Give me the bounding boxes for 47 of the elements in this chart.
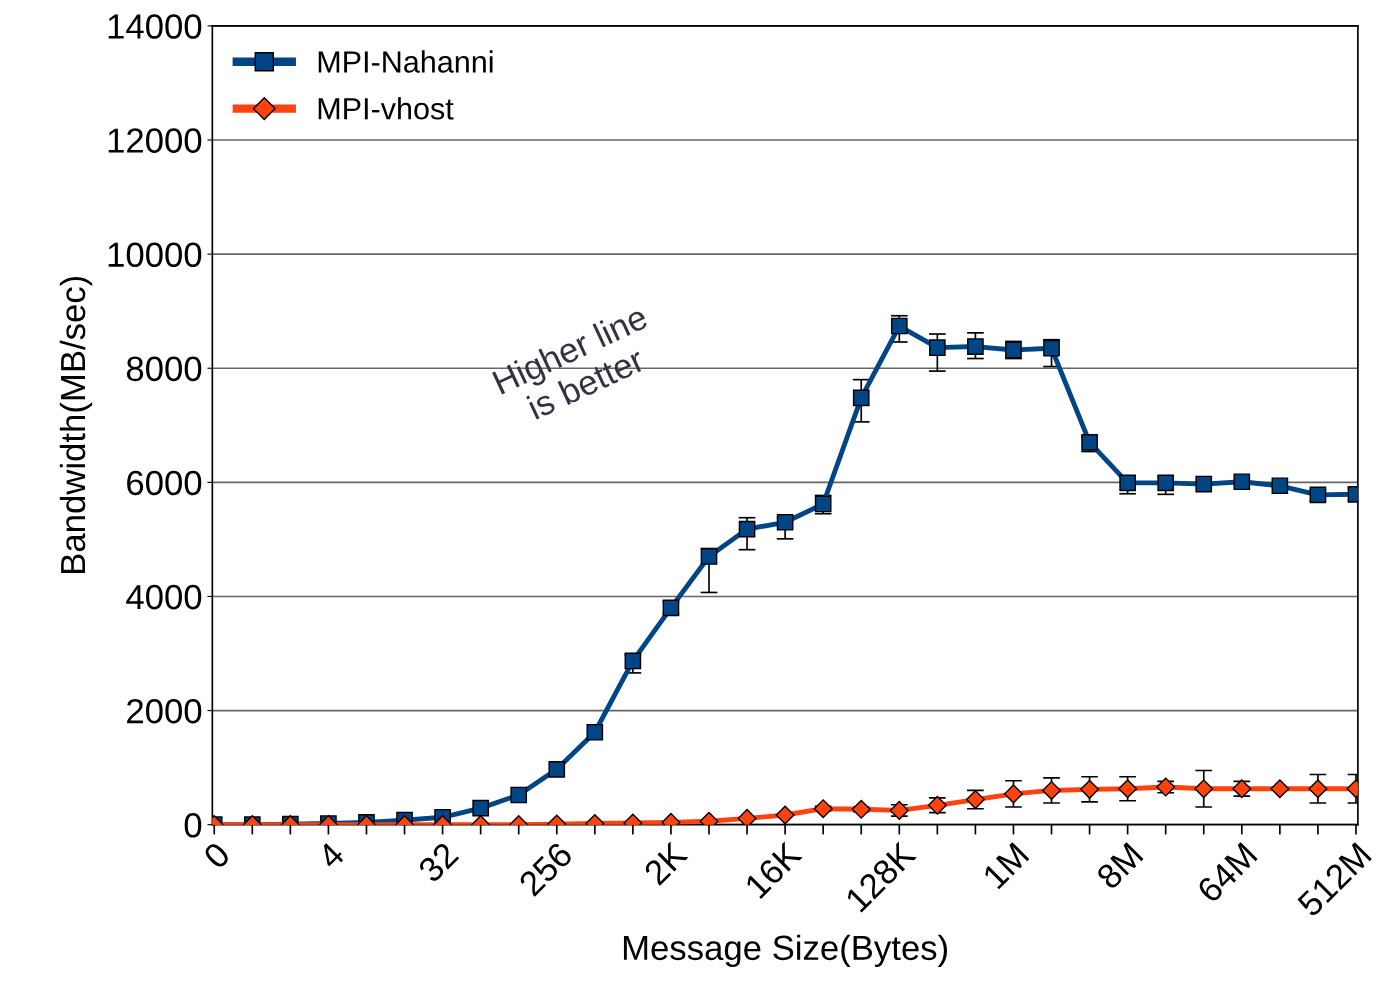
x-tick-label: 8M <box>1095 841 1144 891</box>
point <box>1195 475 1213 493</box>
legend-label: MPI-Nahanni <box>318 50 493 73</box>
legend-label: MPI-vhost <box>318 97 454 120</box>
point <box>1233 473 1251 491</box>
point <box>1041 780 1062 800</box>
point <box>737 808 757 825</box>
point <box>1118 779 1138 799</box>
point <box>1043 339 1060 357</box>
y-tick-label: 4000 <box>126 584 202 610</box>
point <box>1157 474 1175 492</box>
point <box>1194 779 1214 799</box>
x-tick-label: 64M <box>1195 841 1258 904</box>
point <box>775 805 795 825</box>
x-tick-label: 256 <box>517 840 574 898</box>
y-tick-label: 12000 <box>108 128 202 153</box>
point <box>852 389 870 407</box>
x-tick-label: 16K <box>743 840 803 900</box>
point <box>929 339 946 357</box>
x-tick-label: 32 <box>416 841 460 884</box>
x-tick-label: 4 <box>316 840 346 871</box>
point <box>890 317 908 335</box>
y-tick-label: 0 <box>184 813 202 838</box>
x-tick-label: 2K <box>642 840 689 886</box>
annotation: Higher line is better <box>491 303 652 420</box>
y-tick-label: 10000 <box>108 242 202 268</box>
point <box>1271 477 1289 495</box>
point <box>1308 779 1328 799</box>
point <box>1080 779 1100 799</box>
point <box>700 548 718 565</box>
point <box>472 799 489 817</box>
y-tick-label: 2000 <box>127 698 202 724</box>
point <box>776 513 794 531</box>
point <box>1270 779 1290 799</box>
x-tick-label: 0 <box>202 840 232 870</box>
point <box>1003 784 1023 804</box>
point <box>548 761 566 778</box>
point <box>586 723 604 741</box>
y-tick-label: 6000 <box>127 470 202 496</box>
point <box>967 338 984 355</box>
y-tick-label: 14000 <box>108 14 202 39</box>
y-tick-label: 8000 <box>126 356 202 382</box>
x-tick-label: 1M <box>982 842 1030 890</box>
y-axis-title: Bandwidth(MB/sec) <box>59 276 93 573</box>
x-axis-title: Message Size(Bytes) <box>623 934 947 968</box>
point <box>510 786 528 804</box>
point <box>738 520 756 538</box>
